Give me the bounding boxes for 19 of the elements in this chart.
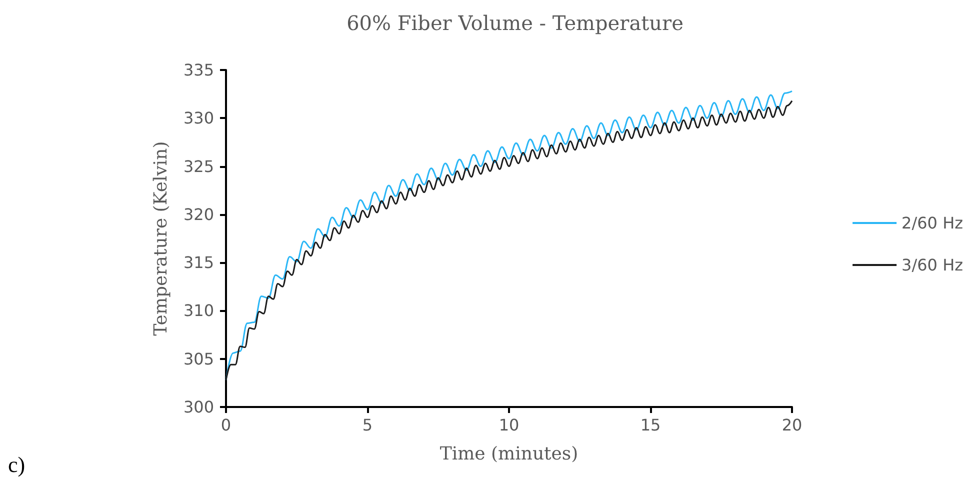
x-axis-title: Time (minutes) [440, 444, 578, 464]
x-tick-label: 0 [220, 416, 232, 434]
x-tick-label: 20 [782, 416, 802, 434]
y-tick-label: 300 [183, 398, 214, 416]
y-tick-label: 305 [183, 349, 214, 368]
x-tick-label: 10 [498, 416, 520, 434]
y-tick-label: 310 [183, 301, 214, 320]
chart-title: 60% Fiber Volume - Temperature [346, 11, 684, 35]
y-tick-label: 335 [183, 60, 214, 80]
y-tick-label: 325 [183, 156, 214, 176]
x-tick-label: 5 [362, 416, 373, 434]
text: c) [8, 452, 26, 478]
legend-label: 3/60 Hz [902, 256, 964, 274]
y-tick-label: 315 [183, 253, 214, 272]
legend-label: 2/60 Hz [902, 214, 964, 232]
y-tick-label: 320 [183, 204, 214, 224]
x-tick-label: 15 [640, 416, 661, 434]
y-tick-label: 330 [183, 108, 214, 128]
y-axis-title: Temperature (Kelvin) [150, 141, 172, 336]
